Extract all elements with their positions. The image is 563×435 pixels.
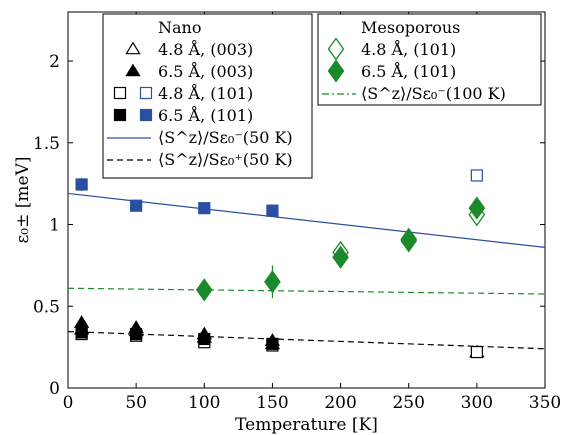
- data-point-nano_48_101_blue: [470, 169, 483, 182]
- x-tick-label: 150: [256, 393, 288, 413]
- legend-label: 6.5 Å, (101): [158, 105, 253, 125]
- legend-title: Mesoporous: [361, 18, 460, 37]
- y-tick-label: 0: [49, 379, 60, 399]
- legend-label: 4.8 Å, (101): [158, 83, 253, 103]
- data-point-nano_65_101_blue: [266, 204, 279, 217]
- data-point-nano_65_101_black: [130, 327, 143, 341]
- y-tick-label: 0.5: [33, 297, 60, 317]
- legend-label: 6.5 Å, (101): [361, 61, 456, 81]
- x-tick-label: 0: [63, 393, 74, 413]
- y-tick-label: 2: [49, 52, 60, 72]
- legend-label: 6.5 Å, (003): [158, 61, 253, 81]
- data-point-nano_65_101_black: [266, 337, 279, 350]
- legend-label: 4.8 Å, (003): [158, 39, 253, 59]
- data-point-nano_65_101_black: [198, 332, 211, 346]
- y-tick-label: 1: [49, 216, 60, 236]
- legend-marker-nano_65_101_blue: [139, 108, 153, 122]
- legend-marker-nano_48_101_black: [113, 86, 127, 100]
- x-tick-label: 300: [461, 393, 493, 413]
- x-tick-label: 200: [324, 393, 356, 413]
- x-tick-label: 350: [529, 393, 561, 413]
- data-point-meso_65_101: [332, 245, 349, 269]
- data-point-nano_65_101_blue: [130, 199, 143, 212]
- axes: 0 50 100 150 200 250 300 350 0 0.5 1 1.5 2 Temperatur…: [13, 11, 561, 435]
- y-axis-title: ε₀± [meV]: [13, 157, 33, 244]
- legend-box: [317, 13, 542, 106]
- fit-lines: [67, 192, 546, 350]
- legend-label: ⟨S^z⟩/Sε₀⁺(50 K): [158, 150, 293, 169]
- fit-line-fit_minus_50: [67, 192, 546, 249]
- y-tick-label: 1.5: [33, 134, 60, 154]
- legend-label: 4.8 Å, (101): [361, 39, 456, 59]
- legend-marker-nano_65_003: [125, 63, 141, 77]
- data-point-meso_65_101: [195, 278, 213, 302]
- legend-marker-nano_65_101_black: [113, 108, 127, 122]
- legend-label: ⟨S^z⟩/Sε₀⁻(100 K): [361, 84, 506, 103]
- x-tick-label: 100: [188, 393, 220, 413]
- legend-title: Nano: [158, 18, 201, 37]
- legend-marker-nano_48_101_blue: [139, 86, 153, 100]
- legend-box: [102, 13, 313, 179]
- data-point-meso_65_101: [400, 229, 418, 253]
- data-markers: [73, 169, 486, 359]
- data-point-nano_48_101_black: [470, 345, 483, 359]
- data-point-meso_65_101: [468, 196, 486, 220]
- plot-frame: [67, 11, 546, 389]
- data-point-nano_65_101_blue: [75, 178, 88, 191]
- data-point-nano_65_003: [73, 315, 90, 328]
- legend-marker-nano_48_003: [125, 41, 141, 55]
- legend-marker-meso_65_101: [327, 59, 345, 83]
- data-point-nano_65_101_blue: [198, 202, 211, 215]
- x-tick-label: 50: [125, 393, 147, 413]
- data-point-meso_65_101: [264, 270, 281, 294]
- legend-label: ⟨S^z⟩/Sε₀⁻(50 K): [158, 128, 293, 147]
- fit-line-fit_minus_100: [67, 287, 546, 295]
- x-tick-label: 250: [392, 393, 424, 413]
- x-axis-title: Temperature [K]: [235, 415, 378, 435]
- data-point-nano_65_101_black: [75, 326, 88, 339]
